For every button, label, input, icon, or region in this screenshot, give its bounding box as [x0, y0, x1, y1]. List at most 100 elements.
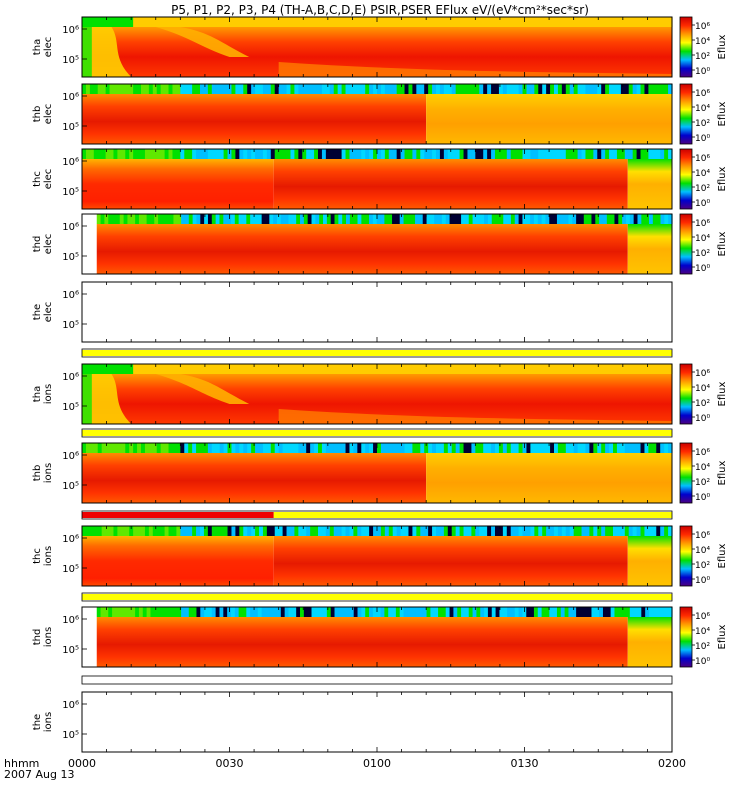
x-tick-label: 0130	[511, 757, 539, 770]
speckle-strip	[408, 17, 413, 27]
speckle-strip	[117, 364, 122, 374]
speckle-strip	[307, 214, 313, 224]
speckle-strip	[302, 526, 307, 536]
speckle-strip	[192, 526, 197, 536]
speckle-strip	[471, 149, 476, 159]
speckle-strip	[426, 607, 431, 617]
speckle-strip	[207, 214, 213, 224]
speckle-strip	[491, 84, 496, 94]
speckle-strip	[290, 149, 295, 159]
speckle-strip	[668, 364, 673, 374]
speckle-strip	[156, 443, 162, 453]
speckle-strip	[416, 526, 421, 536]
speckle-strip	[601, 84, 606, 94]
speckle-strip	[262, 17, 268, 27]
colorbar-tick-label: 10²	[695, 642, 710, 652]
speckle-strip	[453, 607, 458, 617]
speckle-strip	[392, 607, 397, 617]
speckle-strip	[251, 443, 256, 453]
low-energy-plume	[82, 27, 132, 77]
speckle-strip	[137, 526, 142, 536]
speckle-strip	[428, 364, 433, 374]
colorbar-tick-label: 10⁴	[695, 104, 710, 114]
speckle-strip	[164, 364, 170, 374]
speckle-strip	[624, 84, 630, 94]
speckle-strip	[424, 149, 429, 159]
speckle-strip	[318, 364, 323, 374]
speckle-strip	[219, 526, 225, 536]
speckle-strip	[361, 607, 366, 617]
speckle-strip	[399, 214, 405, 224]
speckle-strip	[541, 214, 547, 224]
speckle-strip	[412, 17, 417, 27]
speckle-strip	[455, 443, 461, 453]
speckle-strip	[569, 443, 575, 453]
speckle-strip	[329, 526, 335, 536]
speckle-strip	[276, 214, 282, 224]
status-frame	[81, 348, 673, 358]
speckle-strip	[353, 17, 358, 27]
speckle-strip	[365, 149, 370, 159]
speckle-strip	[411, 214, 416, 224]
y-tick-label: 10⁵	[62, 122, 79, 133]
speckle-strip	[487, 443, 492, 453]
speckle-strip	[613, 364, 618, 374]
speckle-strip	[192, 149, 197, 159]
speckle-strip	[160, 17, 166, 27]
speckle-strip	[211, 364, 217, 374]
y-tick-label: 10⁶	[62, 92, 79, 103]
speckle-strip	[207, 443, 213, 453]
speckle-strip	[534, 526, 539, 536]
speckle-strip	[404, 364, 410, 374]
speckle-strip	[499, 607, 504, 617]
speckle-strip	[101, 17, 107, 27]
speckle-strip	[564, 607, 570, 617]
speckle-strip	[318, 84, 323, 94]
speckle-strip	[314, 443, 319, 453]
speckle-strip	[156, 84, 162, 94]
speckle-strip	[85, 149, 91, 159]
speckle-strip	[176, 443, 181, 453]
speckle-strip	[97, 526, 103, 536]
speckle-strip	[315, 214, 320, 224]
speckle-strip	[152, 149, 158, 159]
speckle-strip	[329, 17, 335, 27]
speckle-strip	[273, 214, 278, 224]
speckle-strip	[105, 149, 111, 159]
speckle-strip	[306, 526, 311, 536]
speckle-strip	[334, 607, 339, 617]
y-tick-label: 10⁶	[62, 615, 79, 626]
speckle-strip	[585, 526, 590, 536]
speckle-strip	[112, 214, 117, 224]
speckle-strip	[164, 149, 170, 159]
speckle-strip	[203, 17, 209, 27]
speckle-strip	[526, 526, 531, 536]
speckle-strip	[158, 214, 163, 224]
speckle-strip	[337, 443, 343, 453]
colorbar-tick-label: 10²	[695, 399, 710, 409]
speckle-strip	[203, 84, 209, 94]
speckle-strip	[144, 149, 150, 159]
panel-label-probe: thc	[32, 171, 43, 187]
speckle-strip	[156, 364, 162, 374]
speckle-strip	[577, 526, 583, 536]
speckle-strip	[373, 364, 378, 374]
speckle-strip	[439, 149, 445, 159]
speckle-strip	[361, 443, 366, 453]
speckle-strip	[455, 526, 461, 536]
speckle-strip	[664, 17, 669, 27]
speckle-strip	[242, 607, 247, 617]
speckle-strip	[250, 214, 255, 224]
speckle-strip	[319, 214, 324, 224]
speckle-strip	[294, 526, 299, 536]
speckle-strip	[648, 149, 653, 159]
speckle-strip	[133, 526, 138, 536]
speckle-strip	[434, 214, 439, 224]
speckle-strip	[286, 149, 292, 159]
speckle-strip	[156, 17, 162, 27]
speckle-strip	[101, 443, 107, 453]
speckle-strip	[330, 607, 336, 617]
speckle-strip	[129, 364, 134, 374]
speckle-strip	[495, 607, 501, 617]
speckle-strip	[589, 17, 594, 27]
